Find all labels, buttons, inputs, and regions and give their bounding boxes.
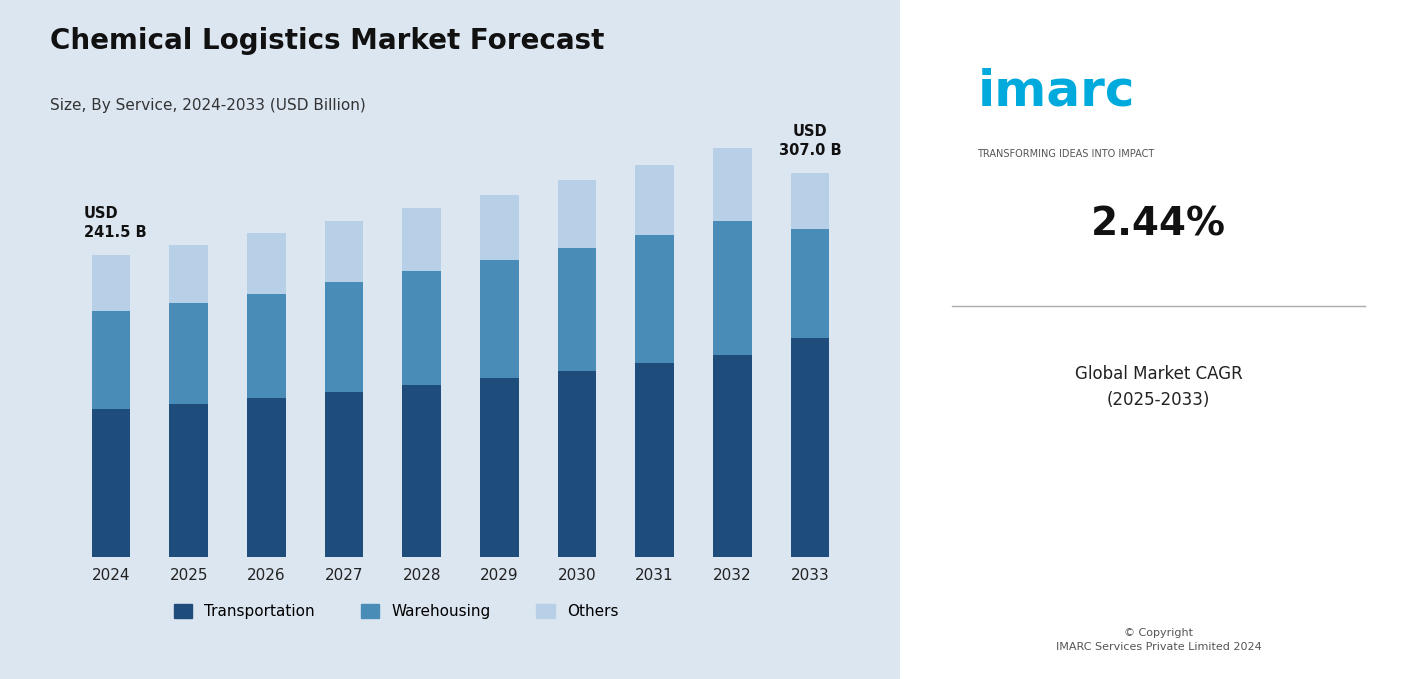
Bar: [558, 371, 597, 557]
Bar: [92, 255, 130, 311]
Legend: Transportation, Warehousing, Others: Transportation, Warehousing, Others: [167, 598, 625, 625]
Bar: [169, 244, 208, 303]
Bar: [558, 181, 597, 248]
Bar: [713, 149, 752, 221]
Bar: [791, 338, 829, 557]
Bar: [92, 311, 130, 409]
Bar: [324, 221, 363, 282]
Bar: [324, 392, 363, 557]
Bar: [558, 248, 597, 371]
Bar: [791, 230, 829, 338]
Bar: [635, 363, 674, 557]
Bar: [480, 195, 519, 260]
Bar: [169, 303, 208, 404]
Text: Global Market CAGR
(2025-2033): Global Market CAGR (2025-2033): [1074, 365, 1243, 409]
Text: © Copyright
IMARC Services Private Limited 2024: © Copyright IMARC Services Private Limit…: [1056, 628, 1261, 652]
Bar: [169, 404, 208, 557]
Bar: [247, 399, 286, 557]
Bar: [92, 409, 130, 557]
Bar: [324, 282, 363, 392]
Bar: [402, 208, 441, 272]
Text: USD
241.5 B: USD 241.5 B: [84, 206, 146, 240]
Text: Chemical Logistics Market Forecast: Chemical Logistics Market Forecast: [50, 27, 604, 55]
Bar: [402, 385, 441, 557]
Bar: [480, 260, 519, 378]
Bar: [635, 165, 674, 235]
Bar: [635, 235, 674, 363]
Bar: [402, 272, 441, 385]
Bar: [791, 172, 829, 230]
Bar: [713, 355, 752, 557]
Bar: [713, 221, 752, 355]
Bar: [247, 293, 286, 399]
Text: TRANSFORMING IDEAS INTO IMPACT: TRANSFORMING IDEAS INTO IMPACT: [978, 149, 1155, 160]
Text: USD
307.0 B: USD 307.0 B: [779, 124, 842, 158]
Text: 2.44%: 2.44%: [1091, 205, 1226, 243]
Bar: [247, 234, 286, 293]
Text: Size, By Service, 2024-2033 (USD Billion): Size, By Service, 2024-2033 (USD Billion…: [50, 98, 366, 113]
Bar: [480, 378, 519, 557]
Text: imarc: imarc: [978, 68, 1135, 116]
